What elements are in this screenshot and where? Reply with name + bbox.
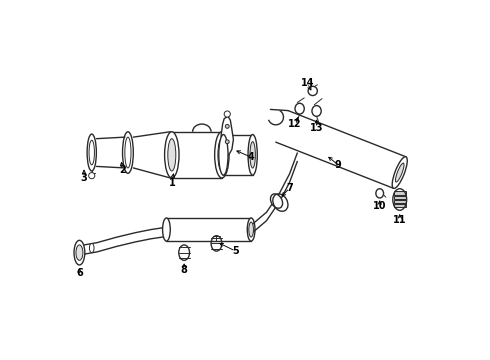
Ellipse shape bbox=[225, 140, 229, 144]
Polygon shape bbox=[221, 135, 255, 175]
Text: 14: 14 bbox=[300, 78, 314, 88]
Ellipse shape bbox=[392, 157, 407, 188]
Text: 1: 1 bbox=[169, 178, 175, 188]
Text: 4: 4 bbox=[248, 152, 254, 162]
Polygon shape bbox=[393, 192, 406, 194]
Text: 3: 3 bbox=[81, 173, 87, 183]
Polygon shape bbox=[393, 200, 406, 203]
Text: 10: 10 bbox=[373, 202, 387, 211]
Ellipse shape bbox=[225, 125, 229, 128]
Polygon shape bbox=[251, 153, 297, 234]
Ellipse shape bbox=[250, 141, 255, 168]
Text: 12: 12 bbox=[288, 119, 302, 129]
Text: 11: 11 bbox=[393, 215, 407, 225]
Text: 13: 13 bbox=[310, 123, 323, 133]
Polygon shape bbox=[276, 111, 406, 188]
Ellipse shape bbox=[376, 189, 384, 198]
Ellipse shape bbox=[165, 132, 179, 178]
Ellipse shape bbox=[125, 137, 131, 168]
Polygon shape bbox=[84, 227, 167, 254]
Text: 7: 7 bbox=[286, 183, 293, 193]
Text: 9: 9 bbox=[335, 160, 342, 170]
Polygon shape bbox=[167, 218, 251, 241]
Ellipse shape bbox=[76, 245, 83, 260]
Text: 5: 5 bbox=[232, 246, 239, 256]
Polygon shape bbox=[393, 195, 406, 199]
Ellipse shape bbox=[218, 139, 226, 171]
Ellipse shape bbox=[312, 105, 321, 116]
Ellipse shape bbox=[295, 103, 304, 114]
Text: 6: 6 bbox=[76, 268, 83, 278]
Polygon shape bbox=[166, 132, 228, 178]
Text: 8: 8 bbox=[181, 265, 188, 275]
Ellipse shape bbox=[168, 139, 176, 171]
Ellipse shape bbox=[308, 86, 318, 95]
Ellipse shape bbox=[248, 135, 257, 175]
Ellipse shape bbox=[87, 134, 97, 171]
Polygon shape bbox=[221, 116, 233, 155]
Polygon shape bbox=[393, 204, 406, 207]
Ellipse shape bbox=[270, 194, 283, 208]
Ellipse shape bbox=[163, 218, 171, 241]
Ellipse shape bbox=[74, 240, 85, 265]
Text: 2: 2 bbox=[119, 165, 126, 175]
Ellipse shape bbox=[247, 218, 255, 241]
Ellipse shape bbox=[89, 243, 94, 253]
Ellipse shape bbox=[89, 140, 95, 165]
Ellipse shape bbox=[122, 132, 133, 173]
Ellipse shape bbox=[219, 135, 228, 175]
Ellipse shape bbox=[395, 163, 404, 182]
Ellipse shape bbox=[89, 172, 95, 179]
Ellipse shape bbox=[215, 132, 229, 178]
Ellipse shape bbox=[224, 111, 230, 117]
Ellipse shape bbox=[249, 222, 253, 237]
